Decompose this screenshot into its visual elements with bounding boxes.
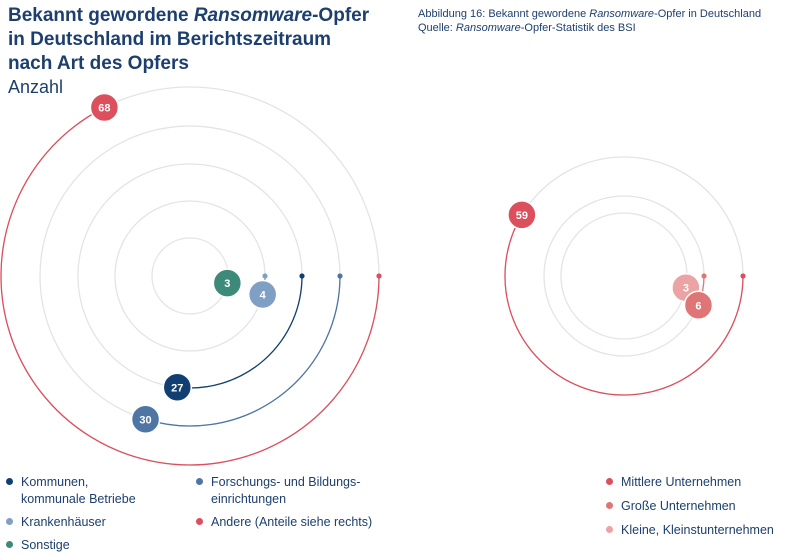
title-text-a: Bekannt gewordene (8, 5, 194, 26)
legend-label-cont: einrichtungen (211, 492, 287, 506)
value-label: 30 (139, 414, 151, 426)
arc-forschungs-und-bildungseinrichtungen (145, 275, 341, 427)
caption-source-italic: Ransomware (455, 22, 521, 34)
legend-dot-icon (6, 478, 13, 485)
title-text-b: -Opfer (312, 5, 370, 26)
track-circle (114, 200, 266, 352)
legend-item: Andere (Anteile siehe rechts) (196, 514, 372, 531)
legend-item: Große Unternehmen (606, 498, 736, 515)
value-label: 3 (683, 283, 689, 295)
track-circle (77, 163, 303, 389)
legend-dot-icon (196, 518, 203, 525)
legend-label: Große Unternehmen (621, 499, 736, 513)
legend-label: Kleine, Kleinstunternehmen (621, 523, 774, 537)
value-badge (212, 268, 243, 298)
arc-start-dot (376, 273, 382, 279)
title-text-italic: Ransomware (193, 5, 313, 26)
legend-label-cont: kommunale Betriebe (21, 492, 136, 506)
arc-andere-anteile-siehe-rechts- (0, 106, 380, 466)
value-badge (507, 200, 537, 230)
arc-start-dot (337, 273, 343, 279)
arc-kommunen-kommunale-betriebe (177, 275, 303, 389)
caption-source-b: -Opfer-Statistik des BSI (520, 22, 636, 34)
value-label: 59 (516, 210, 528, 222)
legend-item: Mittlere Unternehmen (606, 474, 741, 491)
caption-text-a: Abbildung 16: Bekannt gewordene (418, 8, 590, 20)
caption-text-italic: Ransomware (589, 8, 655, 20)
radial-chart-1: 3 4 27 30 68 (0, 86, 382, 466)
value-badge (683, 290, 714, 321)
legend-label: Sonstige (21, 538, 70, 552)
legend-dot-icon (606, 502, 613, 509)
legend-dot-icon (6, 541, 13, 548)
title-line-2: in Deutschland im Berichtszeitraum (8, 29, 332, 50)
legend-label: Kommunen, (21, 475, 89, 489)
radial-chart-2: 36 59 (504, 156, 746, 396)
value-badge (162, 372, 193, 403)
value-label: 68 (98, 102, 110, 114)
arc-start-dot (299, 273, 305, 279)
caption-line-1: Abbildung 16: Bekannt gewordene Ransomwa… (418, 7, 761, 21)
value-label: 4 (260, 290, 267, 302)
legend-dot-icon (6, 518, 13, 525)
track-circle (0, 86, 380, 466)
legend-dot-icon (196, 478, 203, 485)
legend-item: Krankenhäuser (6, 514, 106, 531)
legend-item: Kleine, Kleinstunternehmen (606, 522, 774, 539)
caption-text-b: -Opfer in Deutschland (654, 8, 762, 20)
track-circle (560, 212, 688, 340)
legend-item: Sonstige (6, 537, 70, 554)
caption-line-2: Quelle: Ransomware-Opfer-Statistik des B… (418, 21, 761, 35)
legend-item: Kommunen, kommunale Betriebe (6, 474, 136, 508)
title-line-1: Bekannt gewordene Ransomware-Opfer (8, 4, 408, 28)
legend-item: Forschungs- und Bildungs-einrichtungen (196, 474, 360, 508)
legend-label: Mittlere Unternehmen (621, 475, 742, 489)
arc-start-dot (740, 273, 746, 279)
figure-caption: Abbildung 16: Bekannt gewordene Ransomwa… (418, 7, 761, 35)
value-label: 6 (695, 300, 701, 312)
chart-title: Bekannt gewordene Ransomware-Opfer in De… (8, 4, 408, 98)
legend-dot-icon (606, 526, 613, 533)
legend-label: Forschungs- und Bildungs- (211, 475, 361, 489)
chart-subtitle: Anzahl (8, 77, 64, 97)
caption-source-a: Quelle: (418, 22, 456, 34)
legend-dot-icon (606, 478, 613, 485)
value-badge (247, 279, 278, 310)
legend-label: Andere (Anteile siehe rechts) (211, 515, 373, 529)
arc-mittlere-unternehmen (504, 214, 744, 396)
legend-label: Krankenhäuser (21, 515, 106, 529)
track-circle (504, 156, 744, 396)
value-label: 27 (171, 382, 183, 394)
value-badge (89, 92, 120, 123)
title-line-3: nach Art des Opfers (8, 53, 189, 74)
value-label: 3 (224, 278, 230, 290)
arc-start-dot (262, 273, 268, 279)
value-badge (130, 404, 161, 435)
arc-start-dot (701, 273, 707, 279)
